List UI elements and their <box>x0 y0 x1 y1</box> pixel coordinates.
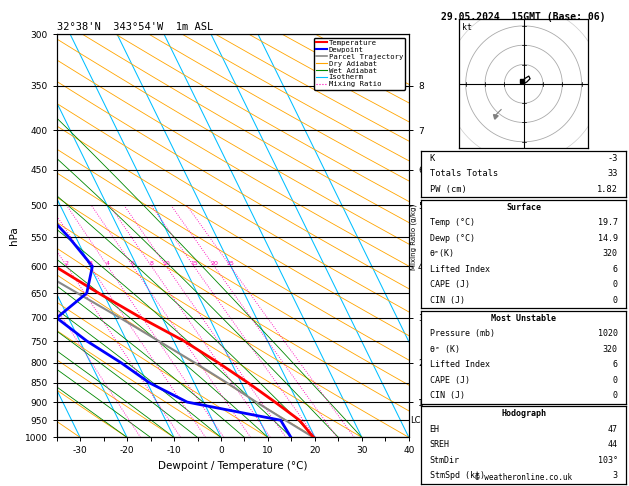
Text: 19.7: 19.7 <box>598 218 618 227</box>
Text: 0: 0 <box>613 280 618 289</box>
Text: Most Unstable: Most Unstable <box>491 314 556 323</box>
Text: K: K <box>430 154 435 163</box>
Text: 6: 6 <box>131 261 135 266</box>
Text: 0: 0 <box>613 296 618 305</box>
Text: 20: 20 <box>210 261 218 266</box>
Text: 10: 10 <box>162 261 170 266</box>
Text: SREH: SREH <box>430 440 450 449</box>
Text: 1020: 1020 <box>598 330 618 338</box>
Y-axis label: km
ASL: km ASL <box>426 227 446 244</box>
Text: 103°: 103° <box>598 456 618 465</box>
Text: PW (cm): PW (cm) <box>430 185 466 194</box>
Text: 32°38'N  343°54'W  1m ASL: 32°38'N 343°54'W 1m ASL <box>57 22 213 32</box>
Text: Lifted Index: Lifted Index <box>430 265 489 274</box>
Text: Hodograph: Hodograph <box>501 409 546 418</box>
Text: 44: 44 <box>608 440 618 449</box>
Text: StmSpd (kt): StmSpd (kt) <box>430 471 484 480</box>
Y-axis label: hPa: hPa <box>9 226 19 245</box>
Text: 4: 4 <box>106 261 109 266</box>
Text: StmDir: StmDir <box>430 456 460 465</box>
Text: 47: 47 <box>608 425 618 434</box>
Text: kt: kt <box>462 23 472 32</box>
Text: EH: EH <box>430 425 440 434</box>
Text: © weatheronline.co.uk: © weatheronline.co.uk <box>475 473 572 482</box>
X-axis label: Dewpoint / Temperature (°C): Dewpoint / Temperature (°C) <box>158 461 308 471</box>
Text: 320: 320 <box>603 249 618 259</box>
Text: Temp (°C): Temp (°C) <box>430 218 475 227</box>
Text: 0: 0 <box>613 376 618 385</box>
Text: CIN (J): CIN (J) <box>430 296 465 305</box>
Text: CIN (J): CIN (J) <box>430 391 465 400</box>
Text: 2: 2 <box>65 261 69 266</box>
Text: Pressure (mb): Pressure (mb) <box>430 330 494 338</box>
Text: 29.05.2024  15GMT (Base: 06): 29.05.2024 15GMT (Base: 06) <box>442 12 606 22</box>
Text: LCL: LCL <box>410 416 425 425</box>
Text: CAPE (J): CAPE (J) <box>430 280 470 289</box>
Text: 25: 25 <box>226 261 234 266</box>
Text: 14.9: 14.9 <box>598 234 618 243</box>
Text: -3: -3 <box>607 154 618 163</box>
Legend: Temperature, Dewpoint, Parcel Trajectory, Dry Adiabat, Wet Adiabat, Isotherm, Mi: Temperature, Dewpoint, Parcel Trajectory… <box>313 37 405 89</box>
Text: θᵉ(K): θᵉ(K) <box>430 249 455 259</box>
Text: CAPE (J): CAPE (J) <box>430 376 470 385</box>
Text: 33: 33 <box>607 170 618 178</box>
Text: 3: 3 <box>88 261 92 266</box>
Text: Mixing Ratio (g/kg): Mixing Ratio (g/kg) <box>410 204 417 270</box>
Text: 0: 0 <box>613 391 618 400</box>
Text: 1.82: 1.82 <box>597 185 618 194</box>
Text: Totals Totals: Totals Totals <box>430 170 498 178</box>
Text: 320: 320 <box>603 345 618 354</box>
Text: 3: 3 <box>613 471 618 480</box>
Text: Dewp (°C): Dewp (°C) <box>430 234 475 243</box>
Text: 8: 8 <box>150 261 153 266</box>
Text: Lifted Index: Lifted Index <box>430 360 489 369</box>
Text: θᵉ (K): θᵉ (K) <box>430 345 460 354</box>
Text: 6: 6 <box>613 360 618 369</box>
Text: 15: 15 <box>190 261 198 266</box>
Text: 6: 6 <box>613 265 618 274</box>
Text: Surface: Surface <box>506 203 541 212</box>
